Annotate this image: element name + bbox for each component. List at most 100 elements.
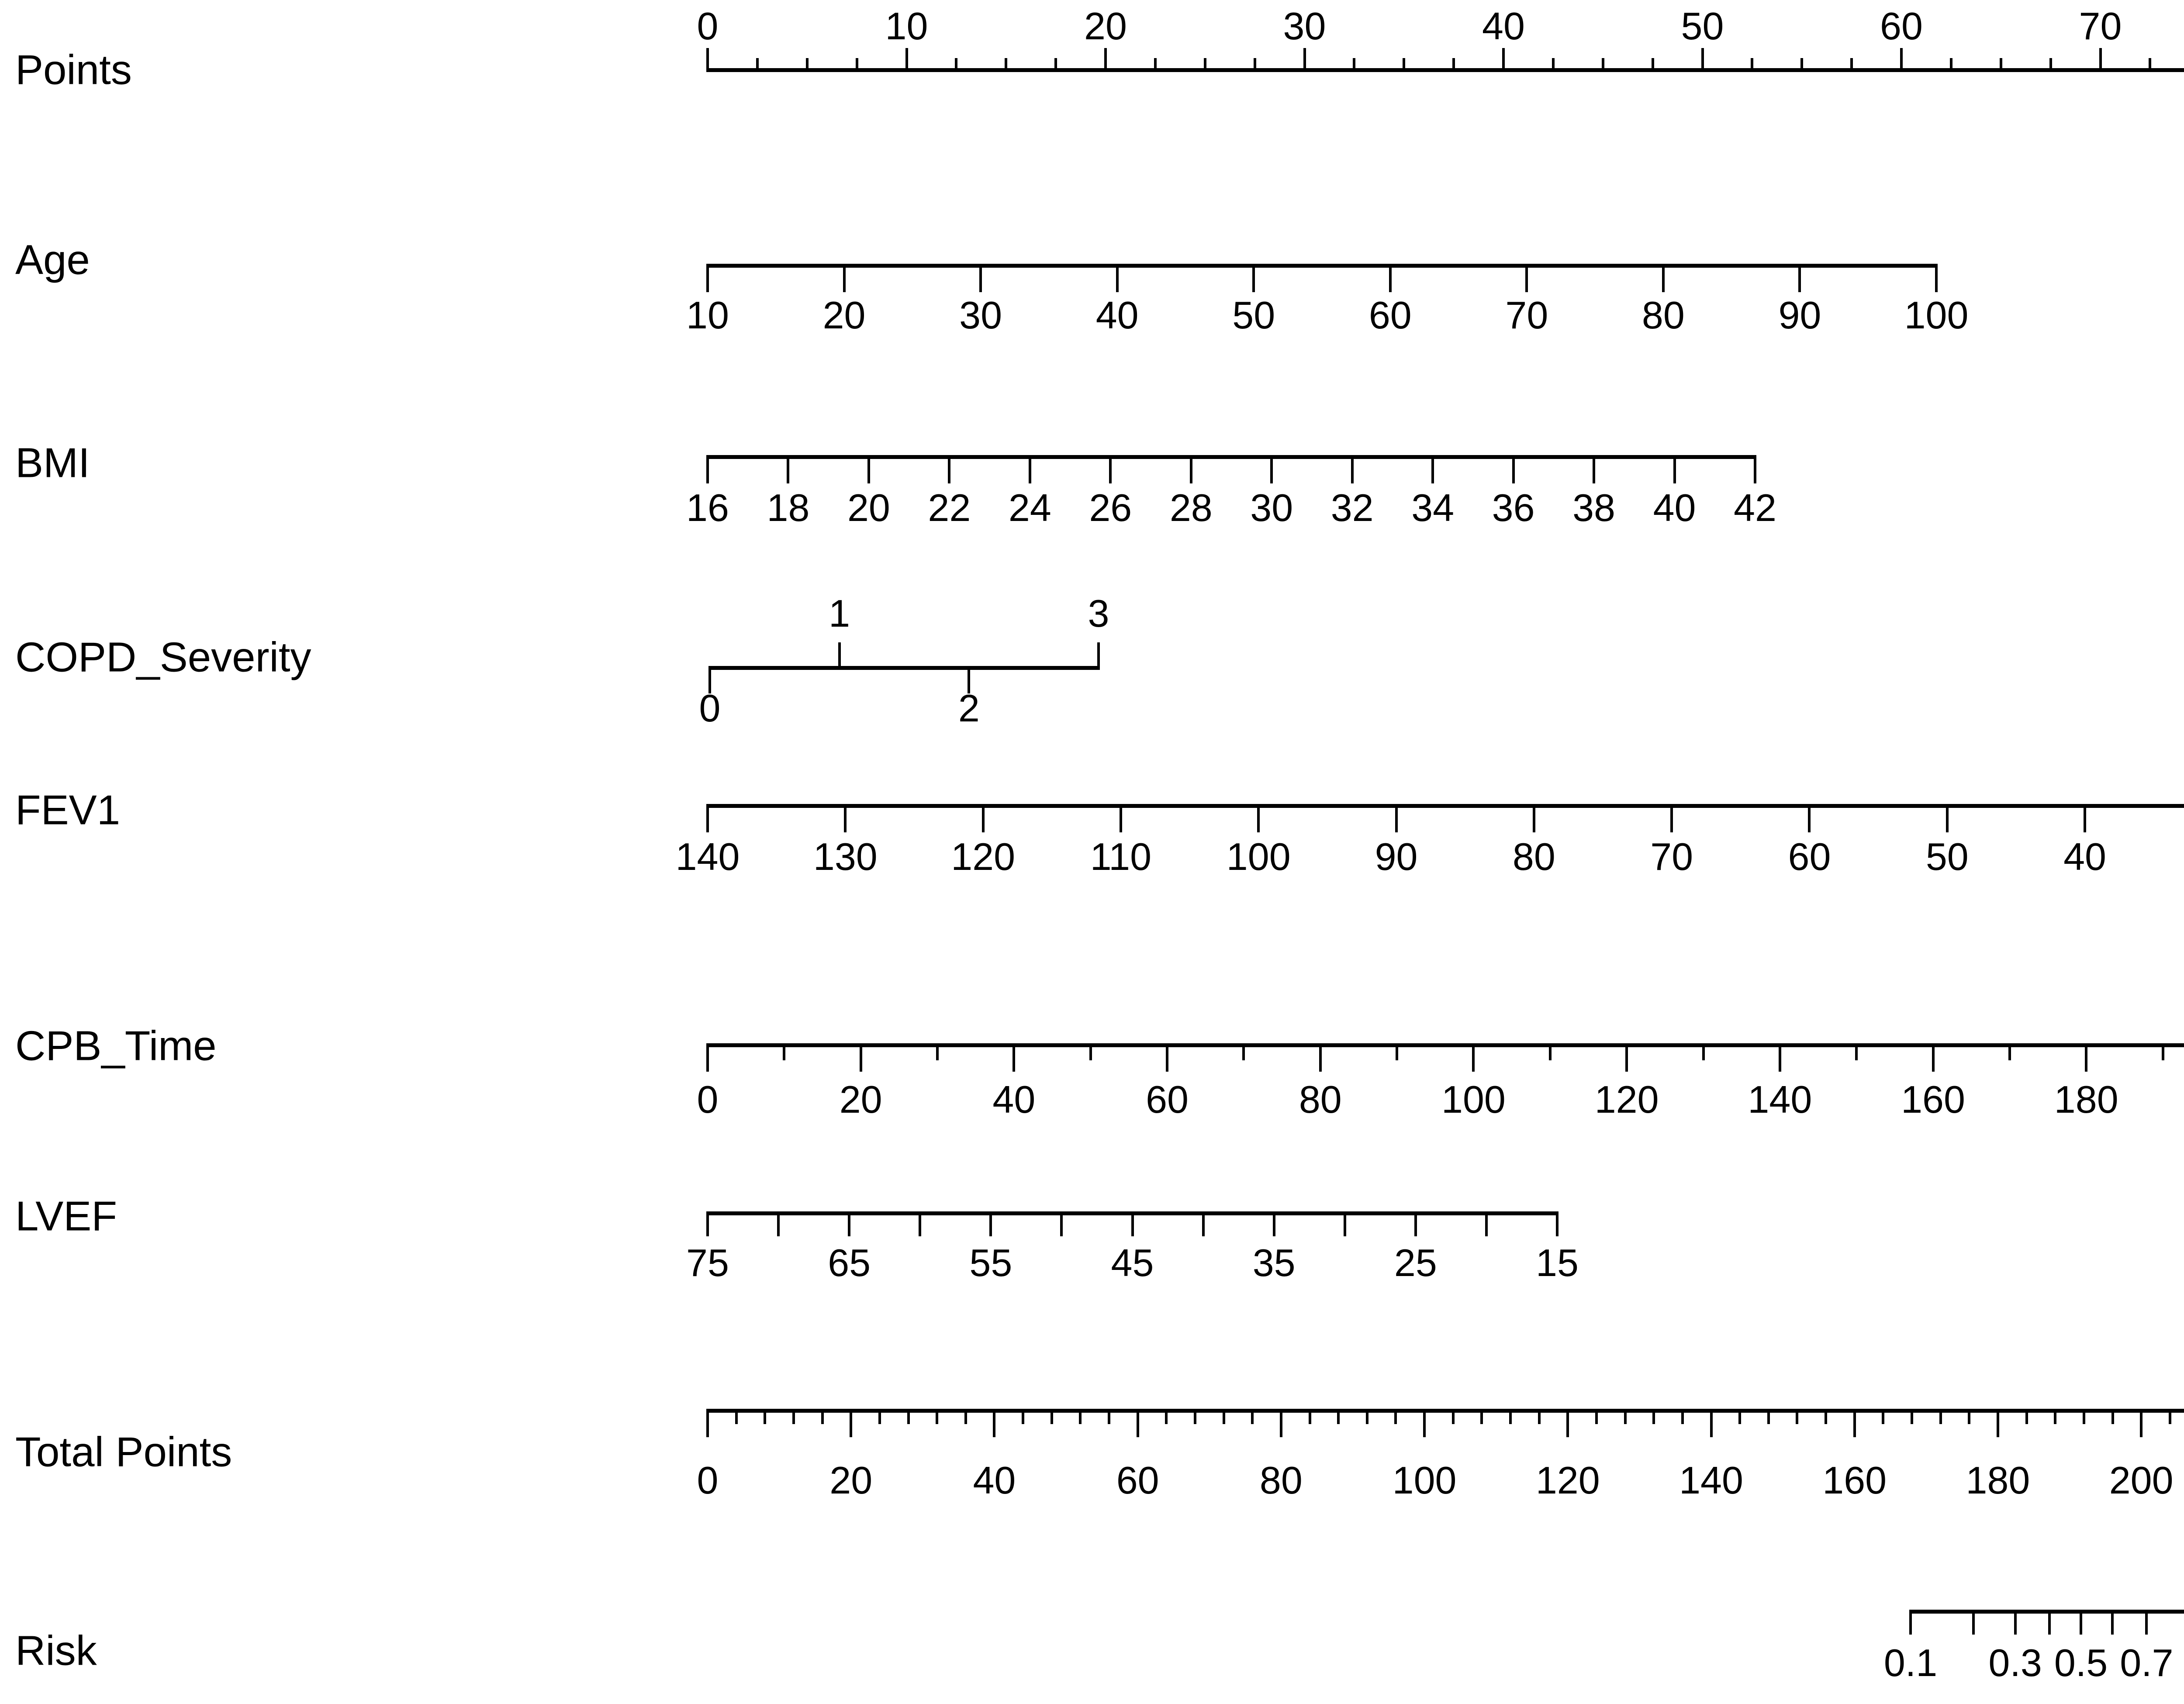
axis-tick-total_points [1050,1412,1053,1424]
axis-title-bmi: BMI [15,439,90,486]
axis-tick-total_points [993,1412,996,1437]
axis-tick-label-age: 60 [1368,293,1412,337]
axis-tick-label-points: 40 [1482,4,1525,48]
axis-tick-age [979,267,982,292]
axis-tick-risk [2048,1613,2051,1635]
axis-line-lvef [706,1211,1559,1215]
axis-tick-label-bmi: 26 [1089,486,1132,529]
axis-tick-label-lvef: 45 [1111,1241,1154,1284]
axis-tick-label-age: 70 [1505,293,1548,337]
axis-tick-lvef [1485,1215,1488,1236]
axis-tick-label-bmi: 20 [847,486,890,529]
axis-tick-label-copd_severity: 3 [1088,592,1109,635]
axis-tick-lvef [1272,1215,1275,1236]
axis-tick-cpb_time [936,1047,939,1060]
axis-tick-total_points [1308,1412,1311,1424]
axis-tick-lvef [848,1215,851,1236]
axis-tick-bmi [1431,459,1434,483]
axis-tick-label-total_points: 200 [2109,1459,2174,1502]
axis-tick-total_points [1996,1412,1999,1437]
axis-tick-label-cpb_time: 180 [2054,1078,2118,1121]
axis-tick-points [1353,58,1356,68]
axis-tick-age [706,267,709,292]
axis-tick-fev1 [2084,807,2087,832]
axis-tick-points [1154,58,1157,68]
axis-tick-lvef [1556,1215,1559,1236]
axis-tick-age [1935,267,1938,292]
axis-tick-cpb_time [1396,1047,1399,1060]
axis-tick-fev1 [844,807,847,832]
axis-tick-copd_severity [1097,642,1100,666]
axis-tick-points [1999,58,2002,68]
axis-tick-bmi [1512,459,1515,483]
axis-tick-label-bmi: 38 [1572,486,1616,529]
axis-tick-label-total_points: 140 [1679,1459,1743,1502]
axis-tick-cpb_time [859,1047,862,1072]
axis-tick-points [955,58,958,68]
axis-line-total_points [706,1408,2184,1413]
axis-tick-lvef [777,1215,780,1236]
axis-tick-label-fev1: 60 [1788,835,1831,878]
axis-tick-risk [1909,1613,1912,1635]
axis-tick-risk [2111,1613,2114,1635]
axis-tick-age [1116,267,1119,292]
axis-tick-label-age: 90 [1778,293,1821,337]
axis-tick-bmi [867,459,870,483]
axis-tick-risk [1972,1613,1975,1635]
axis-tick-label-total_points: 20 [829,1459,873,1502]
axis-tick-bmi [787,459,790,483]
axis-tick-total_points [1251,1412,1254,1424]
axis-tick-points [905,48,908,68]
axis-tick-bmi [1351,459,1354,483]
axis-tick-total_points [2082,1412,2085,1424]
axis-tick-label-bmi: 16 [686,486,729,529]
axis-tick-label-fev1: 40 [2063,835,2107,878]
axis-tick-total_points [1968,1412,1971,1424]
axis-tick-fev1 [1532,807,1535,832]
axis-tick-fev1 [706,807,709,832]
axis-tick-label-risk: 0.7 [2120,1641,2174,1684]
axis-tick-label-age: 50 [1232,293,1275,337]
axis-tick-lvef [1202,1215,1205,1236]
axis-tick-label-copd_severity: 0 [699,686,721,730]
axis-tick-label-lvef: 25 [1394,1241,1437,1284]
axis-tick-total_points [2111,1412,2114,1424]
axis-tick-label-bmi: 24 [1008,486,1051,529]
axis-tick-bmi [1028,459,1031,483]
axis-tick-lvef [706,1215,709,1236]
axis-title-risk: Risk [15,1627,97,1674]
axis-tick-total_points [878,1412,881,1424]
axis-tick-total_points [850,1412,853,1437]
axis-tick-total_points [1825,1412,1828,1424]
axis-tick-lvef [1414,1215,1417,1236]
axis-tick-total_points [936,1412,939,1424]
axis-tick-label-lvef: 15 [1536,1241,1579,1284]
axis-tick-points [706,48,709,68]
axis-title-lvef: LVEF [15,1193,117,1240]
axis-tick-cpb_time [783,1047,786,1060]
axis-tick-cpb_time [2008,1047,2011,1060]
axis-tick-lvef [1343,1215,1346,1236]
axis-tick-total_points [1279,1412,1282,1437]
axis-tick-cpb_time [1855,1047,1858,1060]
axis-tick-label-age: 100 [1904,293,1969,337]
axis-tick-points [1054,58,1057,68]
axis-tick-label-lvef: 75 [686,1241,729,1284]
axis-tick-total_points [706,1412,709,1437]
axis-line-cpb_time [706,1043,2184,1047]
axis-tick-cpb_time [1778,1047,1781,1072]
axis-tick-label-cpb_time: 60 [1146,1078,1189,1121]
axis-tick-bmi [1754,459,1756,483]
axis-line-bmi [706,455,1756,459]
axis-tick-cpb_time [1472,1047,1475,1072]
axis-tick-cpb_time [1319,1047,1322,1072]
axis-tick-total_points [735,1412,738,1424]
axis-tick-label-fev1: 110 [1090,835,1152,878]
axis-tick-label-fev1: 50 [1925,835,1969,878]
axis-tick-points [756,58,759,68]
axis-tick-points [1253,58,1256,68]
axis-tick-total_points [2168,1412,2171,1424]
axis-tick-total_points [1136,1412,1139,1437]
axis-tick-total_points [1365,1412,1368,1424]
axis-tick-points [1403,58,1406,68]
